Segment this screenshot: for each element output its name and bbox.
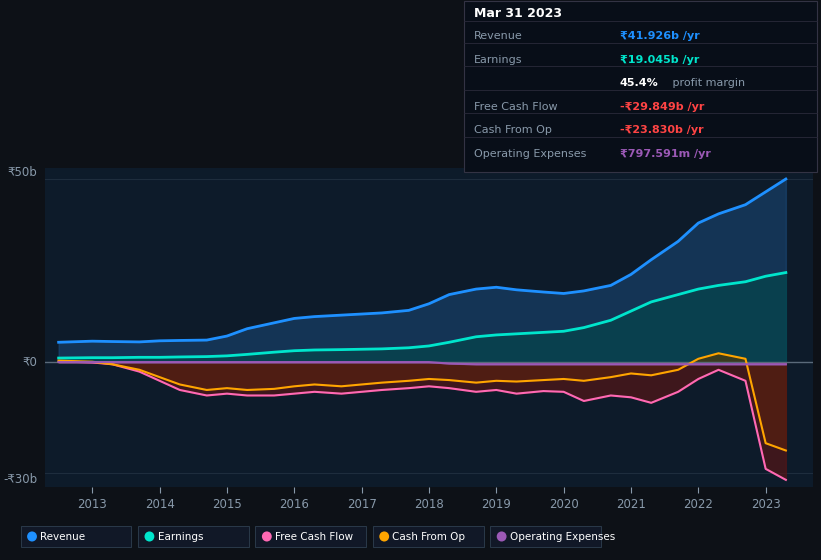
Text: ₹50b: ₹50b [7,166,38,179]
Text: Free Cash Flow: Free Cash Flow [474,102,557,112]
Text: Free Cash Flow: Free Cash Flow [275,532,353,542]
Text: -₹29.849b /yr: -₹29.849b /yr [620,102,704,112]
Text: Revenue: Revenue [474,31,522,41]
Text: profit margin: profit margin [669,78,745,88]
Text: Mar 31 2023: Mar 31 2023 [474,7,562,20]
Text: ₹0: ₹0 [23,356,38,369]
Text: ₹41.926b /yr: ₹41.926b /yr [620,31,699,41]
Text: Earnings: Earnings [158,532,203,542]
Text: Operating Expenses: Operating Expenses [474,149,586,159]
Text: Earnings: Earnings [474,55,522,65]
Text: -₹23.830b /yr: -₹23.830b /yr [620,125,704,136]
Text: Cash From Op: Cash From Op [474,125,552,136]
Text: 45.4%: 45.4% [620,78,658,88]
Text: ₹19.045b /yr: ₹19.045b /yr [620,55,699,65]
Text: Cash From Op: Cash From Op [392,532,466,542]
Text: Operating Expenses: Operating Expenses [510,532,615,542]
Text: Revenue: Revenue [40,532,85,542]
Text: -₹30b: -₹30b [3,473,38,486]
Text: ₹797.591m /yr: ₹797.591m /yr [620,149,711,159]
